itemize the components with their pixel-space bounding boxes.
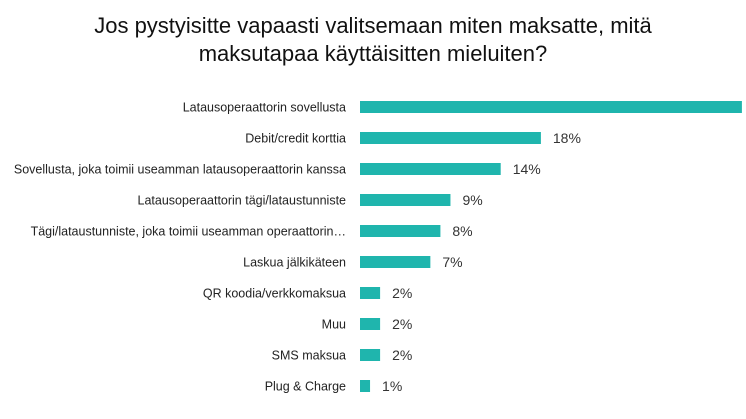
- category-label: Latausoperaattorin sovellusta: [183, 101, 346, 115]
- value-label: 2%: [392, 285, 412, 301]
- category-label: QR koodia/verkkomaksua: [203, 287, 346, 301]
- bar: [360, 349, 381, 361]
- bar: [360, 380, 371, 392]
- bar: [360, 287, 381, 299]
- bar: [360, 163, 501, 175]
- value-label: 14%: [513, 161, 541, 177]
- value-label: 8%: [452, 223, 472, 239]
- bar: [360, 256, 431, 268]
- value-label: 2%: [392, 347, 412, 363]
- category-label: Muu: [322, 318, 346, 332]
- bars: [360, 101, 742, 392]
- chart-title-line-1: Jos pystyisitte vapaasti valitsemaan mit…: [94, 13, 652, 38]
- chart-title-line-2: maksutapaa käyttäisitten mieluiten?: [198, 41, 548, 66]
- category-label: Sovellusta, joka toimii useamman latauso…: [14, 163, 346, 177]
- value-labels: 18% 14% 9% 8% 7% 2% 2% 2% 1%: [382, 130, 581, 394]
- category-label: Latausoperaattorin tägi/lataustunniste: [138, 194, 347, 208]
- bar: [360, 194, 451, 206]
- bar: [360, 132, 541, 144]
- value-label: 7%: [442, 254, 462, 270]
- chart-title: Jos pystyisitte vapaasti valitsemaan mit…: [0, 12, 746, 68]
- category-label: Tägi/lataustunniste, joka toimii useamma…: [31, 225, 346, 239]
- value-label: 1%: [382, 378, 402, 394]
- value-label: 18%: [553, 130, 581, 146]
- category-label: Debit/credit korttia: [245, 132, 346, 146]
- category-label: Plug & Charge: [265, 380, 346, 394]
- bar: [360, 101, 742, 113]
- value-label: 9%: [462, 192, 482, 208]
- category-label: SMS maksua: [272, 349, 346, 363]
- bar: [360, 318, 381, 330]
- category-label: Laskua jälkikäteen: [243, 256, 346, 270]
- bar: [360, 225, 441, 237]
- category-labels: Latausoperaattorin sovellusta Debit/credi…: [14, 101, 346, 394]
- value-label: 2%: [392, 316, 412, 332]
